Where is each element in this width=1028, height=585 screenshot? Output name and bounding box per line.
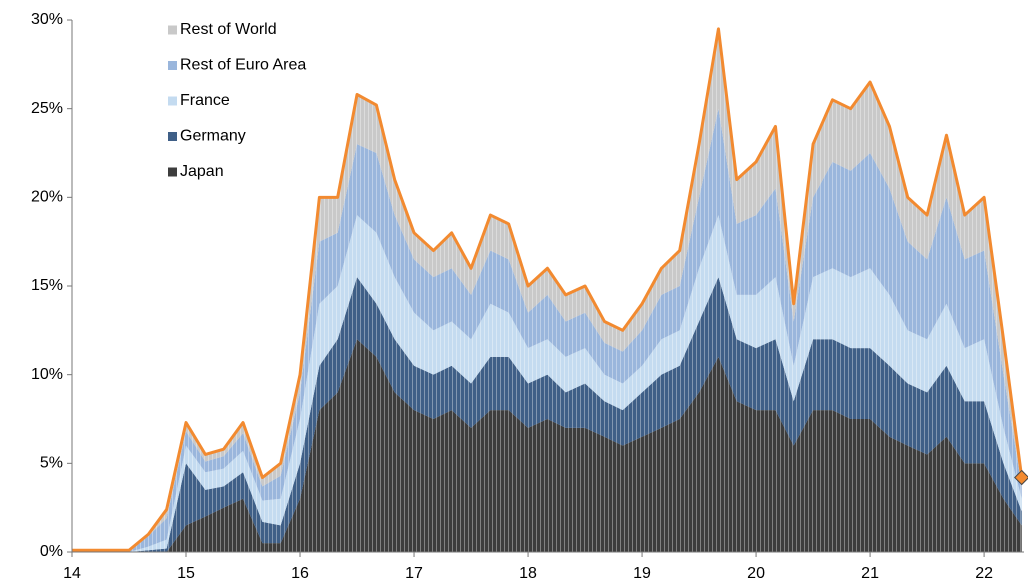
legend-label: Rest of World (180, 21, 277, 38)
y-tick-label: 30% (31, 11, 63, 28)
x-tick-label: 19 (633, 565, 651, 582)
legend-label: France (180, 92, 230, 109)
y-tick-label: 5% (40, 455, 63, 472)
x-tick-label: 16 (291, 565, 309, 582)
legend-label: Rest of Euro Area (180, 57, 306, 74)
x-tick-label: 21 (861, 565, 879, 582)
legend-label: Germany (180, 128, 246, 145)
y-tick-label: 25% (31, 100, 63, 117)
y-tick-label: 0% (40, 543, 63, 560)
y-tick-label: 10% (31, 366, 63, 383)
legend-swatch (168, 25, 177, 35)
y-tick-label: 15% (31, 277, 63, 294)
end-marker (1014, 469, 1028, 486)
x-tick-label: 18 (519, 565, 537, 582)
legend-swatch (168, 96, 177, 106)
x-tick-label: 14 (63, 565, 81, 582)
legend-swatch (168, 167, 177, 177)
area-texture (72, 108, 1022, 553)
y-tick-label: 20% (31, 189, 63, 206)
x-tick-label: 17 (405, 565, 423, 582)
area-texture (72, 28, 1022, 553)
x-tick-label: 15 (177, 565, 195, 582)
x-tick-label: 20 (747, 565, 765, 582)
area-texture (72, 277, 1022, 552)
legend-swatch (168, 61, 177, 70)
x-tick-label: 22 (975, 565, 993, 582)
legend-label: Japan (180, 163, 224, 180)
area-texture (72, 339, 1022, 552)
total-line (72, 27, 1024, 552)
legend-swatch (168, 132, 177, 141)
